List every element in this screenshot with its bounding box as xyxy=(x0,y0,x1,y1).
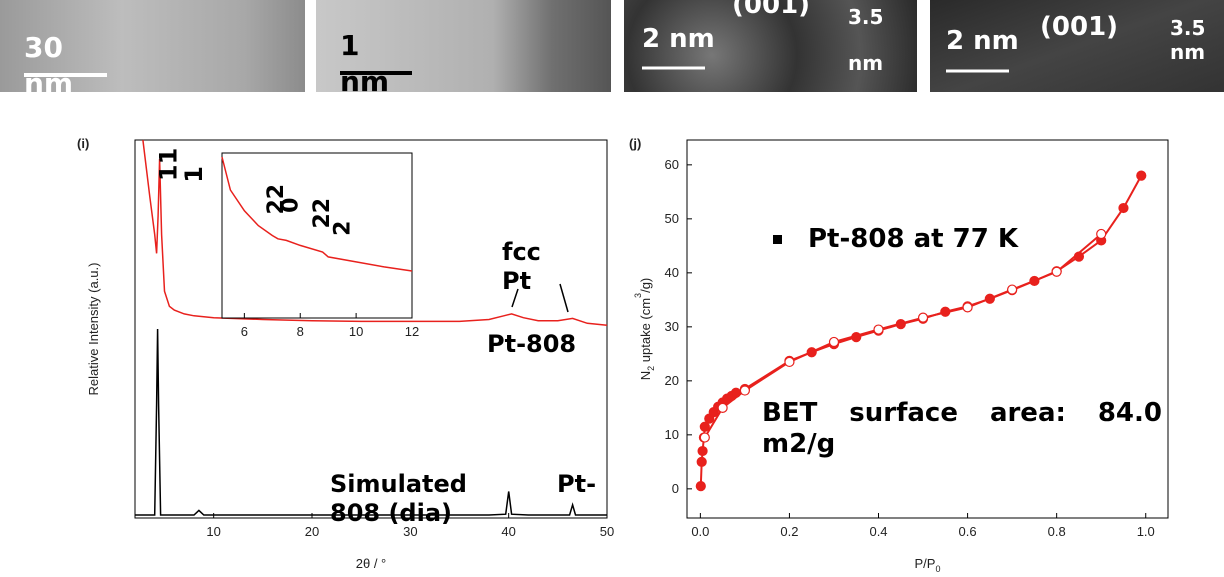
x-tick-label: 0.0 xyxy=(691,524,709,539)
x-tick-label: 1.0 xyxy=(1137,524,1155,539)
image-label: (001) xyxy=(1040,12,1119,42)
panel-label: (i) xyxy=(77,136,89,151)
plot-frame xyxy=(134,139,608,519)
x-tick-label: 8 xyxy=(297,324,304,339)
y-axis-label: N2 uptake (cm3/g) xyxy=(633,278,656,381)
x-tick-label: 6 xyxy=(241,324,248,339)
annotation: 1 xyxy=(179,166,208,183)
y-axis-label: Relative Intensity (a.u.) xyxy=(86,263,101,396)
pointer xyxy=(511,288,519,308)
plot-frame xyxy=(686,139,1169,519)
x-tick-label: 0.8 xyxy=(1048,524,1066,539)
x-tick-label: 12 xyxy=(405,324,419,339)
data-point xyxy=(1051,266,1062,277)
legend-label: Pt-808 at 77 K xyxy=(808,224,1019,254)
data-point xyxy=(699,432,710,443)
x-tick-label: 0.2 xyxy=(780,524,798,539)
image-label: 2 nm xyxy=(946,26,1019,56)
annotation: BET surface area: 84.0 m2/g xyxy=(762,398,1162,460)
plot-frame xyxy=(221,152,413,319)
annotation: 0 xyxy=(278,197,304,213)
simulation-image xyxy=(930,0,1224,92)
x-tick-label: 10 xyxy=(206,524,220,539)
data-point xyxy=(1136,170,1147,181)
series-line xyxy=(142,139,608,326)
label-part: uptake (cm xyxy=(638,298,653,366)
x-tick-label: 20 xyxy=(305,524,319,539)
micrograph xyxy=(624,0,917,92)
y-tick-label: 20 xyxy=(665,373,679,388)
data-point xyxy=(697,445,708,457)
image-label: 3.5 nm xyxy=(1170,16,1206,64)
x-tick-label: 0.6 xyxy=(959,524,977,539)
annotation: 2 xyxy=(330,220,356,236)
label-part: 3 xyxy=(633,293,643,298)
data-point xyxy=(717,402,728,413)
data-point xyxy=(784,356,795,368)
data-point xyxy=(828,336,840,348)
image-label: 30 nm xyxy=(24,31,74,101)
x-tick-label: 0.4 xyxy=(869,524,887,539)
data-point xyxy=(1096,228,1107,240)
label-part: P/P xyxy=(915,556,936,571)
series-line xyxy=(135,328,607,516)
annotation: 11 xyxy=(154,147,183,182)
label-part: N xyxy=(638,371,653,380)
data-point xyxy=(1118,202,1129,214)
x-axis-label: 2θ / ° xyxy=(356,556,387,571)
label-part: /g) xyxy=(638,278,653,293)
y-tick-label: 60 xyxy=(665,157,679,172)
image-label: 3.5 nm xyxy=(848,5,884,75)
data-point xyxy=(696,456,707,467)
annotation: Simulated 808 (dia) xyxy=(330,470,467,527)
image-label: 1 nm xyxy=(340,29,390,99)
data-point xyxy=(873,324,884,335)
data-point xyxy=(695,481,706,492)
label-part: 2 xyxy=(646,366,656,371)
data-point xyxy=(699,421,710,432)
legend-marker xyxy=(773,235,782,244)
data-point xyxy=(1007,284,1018,295)
x-tick-label: 10 xyxy=(349,324,363,339)
pointer xyxy=(559,283,569,313)
image-label: 2 nm xyxy=(642,24,715,54)
series-line xyxy=(221,156,413,272)
annotation: fcc Pt xyxy=(502,238,541,295)
data-point xyxy=(962,302,973,313)
label-part: 0 xyxy=(935,564,940,574)
panel-label: (j) xyxy=(629,136,641,151)
annotation: Pt- xyxy=(557,470,597,498)
y-tick-label: 40 xyxy=(665,265,679,280)
micrograph xyxy=(316,0,611,92)
annotation: Pt-808 xyxy=(487,330,577,358)
x-axis-label: P/P0 xyxy=(915,556,941,574)
x-tick-label: 50 xyxy=(600,524,614,539)
x-tick-label: 40 xyxy=(501,524,515,539)
image-label: (001) xyxy=(732,0,811,20)
y-tick-label: 30 xyxy=(665,319,679,334)
data-point xyxy=(739,385,750,396)
y-tick-label: 10 xyxy=(665,427,679,442)
y-tick-label: 50 xyxy=(665,211,679,226)
data-point xyxy=(917,312,929,323)
y-tick-label: 0 xyxy=(672,481,679,496)
x-tick-label: 30 xyxy=(403,524,417,539)
